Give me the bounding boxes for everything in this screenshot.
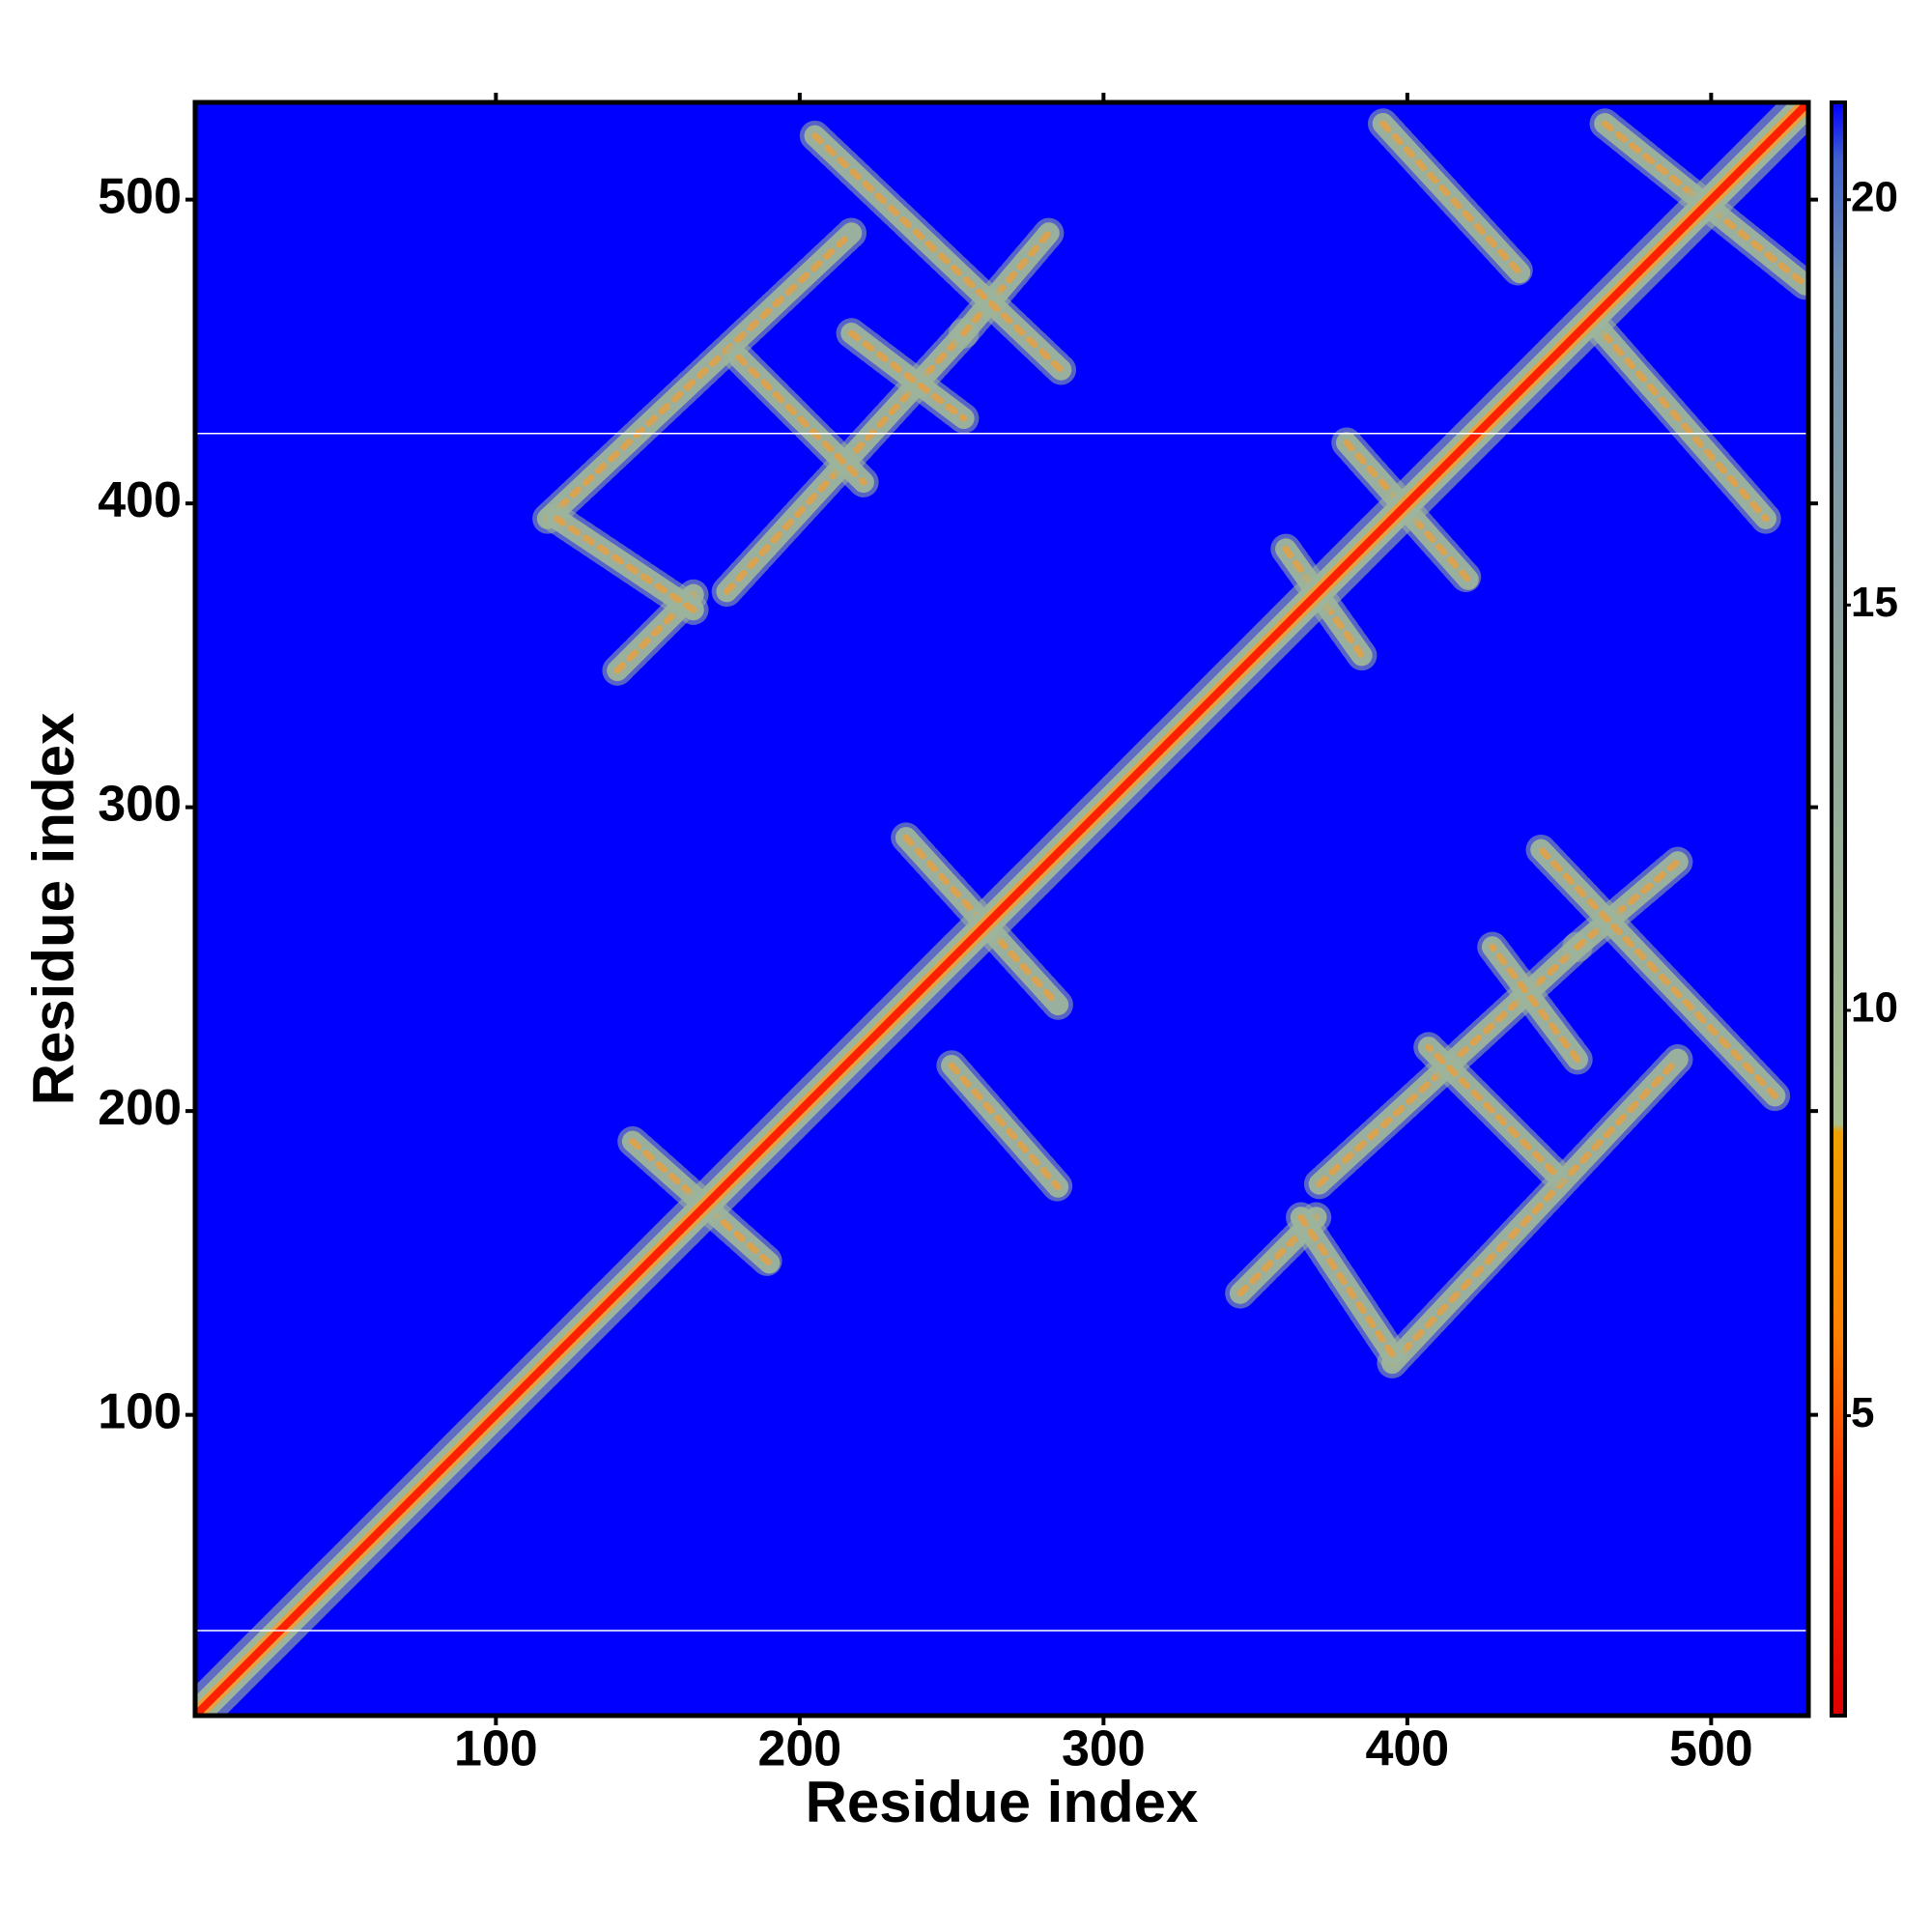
contact-band (847, 329, 968, 422)
contact-band (1297, 1213, 1396, 1358)
contact-band (553, 515, 697, 613)
contact-band (1574, 858, 1682, 951)
y-tick-label: 400 (98, 472, 182, 528)
contact-band (1379, 120, 1523, 276)
contact-band (1489, 943, 1581, 1064)
x-tick-label: 200 (757, 1721, 841, 1777)
plot-frame (192, 99, 1811, 1719)
contact-band (1282, 545, 1366, 659)
x-tick-label: 300 (1062, 1721, 1146, 1777)
contact-band (960, 229, 1053, 337)
x-tick-label: 400 (1365, 1721, 1449, 1777)
y-axis-label: Residue index (21, 713, 86, 1106)
colorbar-tick-label: 5 (1851, 1389, 1874, 1436)
contact-band (948, 1062, 1062, 1191)
contact-band (1537, 846, 1778, 1099)
x-axis-label: Residue index (806, 1770, 1199, 1834)
contact-band (544, 229, 855, 523)
contact-band (1388, 1056, 1682, 1367)
y-tick-label: 300 (98, 776, 182, 832)
colorbar-tick-label: 20 (1851, 173, 1898, 220)
contact-band (811, 132, 1065, 374)
contact-band (195, 102, 1808, 1716)
y-tick-label: 500 (98, 168, 182, 224)
contact-band (1425, 1043, 1557, 1176)
contact-band (1589, 317, 1770, 523)
contact-band (735, 354, 867, 486)
colorbar-tick-label: 15 (1851, 579, 1898, 626)
heatmap (195, 102, 1808, 1716)
y-tick-label: 100 (98, 1383, 182, 1439)
y-tick-label: 200 (98, 1080, 182, 1136)
x-tick-label: 100 (454, 1721, 538, 1777)
x-tick-label: 500 (1669, 1721, 1753, 1777)
colorbar-tick-label: 10 (1851, 984, 1898, 1032)
colorbar (1830, 100, 1847, 1718)
